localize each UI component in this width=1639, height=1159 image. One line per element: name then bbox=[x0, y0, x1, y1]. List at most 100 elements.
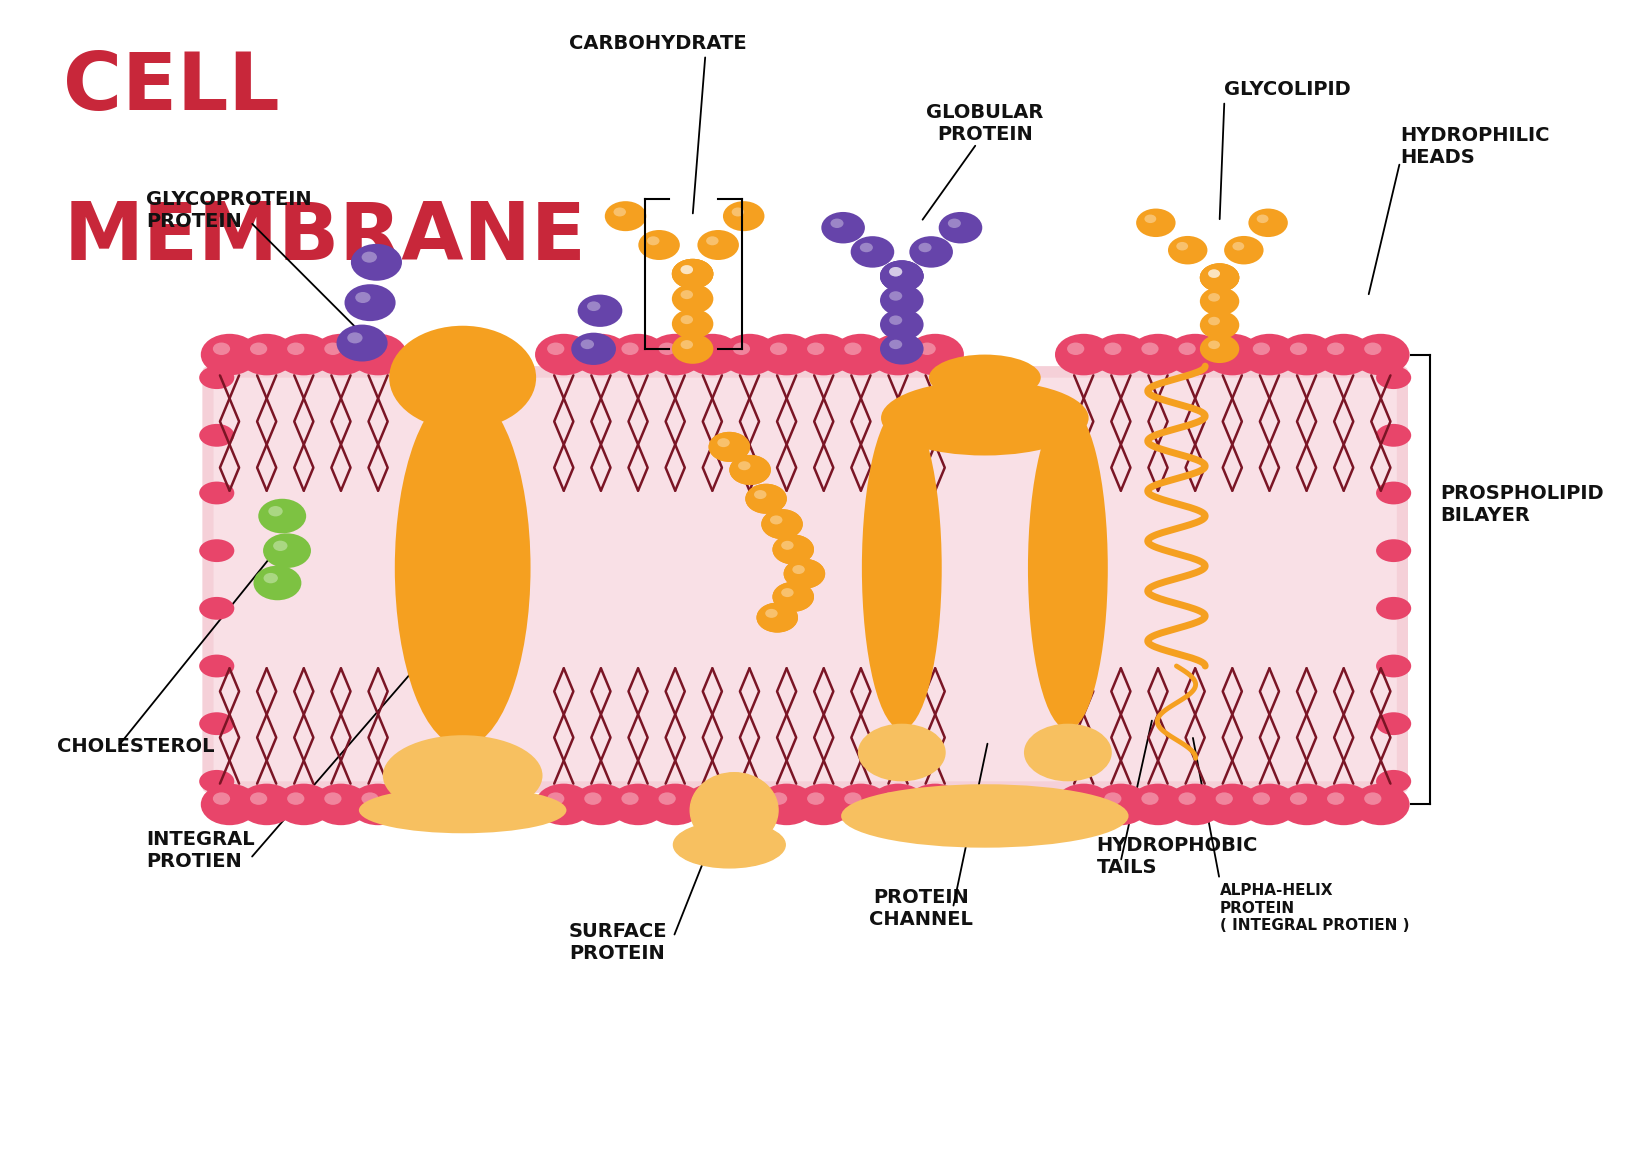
Circle shape bbox=[733, 793, 751, 804]
Circle shape bbox=[1067, 793, 1085, 804]
Circle shape bbox=[259, 498, 306, 533]
Circle shape bbox=[580, 340, 593, 349]
Ellipse shape bbox=[929, 355, 1041, 401]
Circle shape bbox=[1241, 783, 1298, 825]
Circle shape bbox=[672, 334, 713, 364]
Circle shape bbox=[610, 334, 667, 376]
Ellipse shape bbox=[200, 366, 234, 389]
Circle shape bbox=[659, 793, 675, 804]
Ellipse shape bbox=[200, 713, 234, 735]
Circle shape bbox=[918, 343, 936, 355]
Circle shape bbox=[287, 793, 305, 804]
Circle shape bbox=[1177, 242, 1188, 250]
Ellipse shape bbox=[862, 407, 942, 729]
Ellipse shape bbox=[857, 723, 946, 781]
Circle shape bbox=[672, 308, 713, 338]
Circle shape bbox=[351, 243, 402, 280]
Circle shape bbox=[547, 343, 564, 355]
Circle shape bbox=[806, 793, 824, 804]
Ellipse shape bbox=[200, 539, 234, 562]
Ellipse shape bbox=[200, 482, 234, 504]
Text: CARBOHYDRATE: CARBOHYDRATE bbox=[569, 34, 746, 52]
Circle shape bbox=[1129, 334, 1187, 376]
Circle shape bbox=[754, 490, 767, 500]
Text: PROSPHOLIPID
BILAYER: PROSPHOLIPID BILAYER bbox=[1441, 484, 1603, 525]
Circle shape bbox=[264, 573, 279, 583]
Circle shape bbox=[770, 793, 787, 804]
Circle shape bbox=[269, 506, 282, 517]
Circle shape bbox=[880, 333, 924, 365]
Circle shape bbox=[918, 242, 931, 253]
Circle shape bbox=[1314, 783, 1372, 825]
Circle shape bbox=[708, 432, 751, 461]
Circle shape bbox=[890, 291, 901, 300]
Circle shape bbox=[680, 265, 693, 275]
FancyBboxPatch shape bbox=[202, 366, 1408, 793]
Circle shape bbox=[1178, 793, 1196, 804]
Circle shape bbox=[918, 793, 936, 804]
Ellipse shape bbox=[1377, 770, 1411, 793]
Circle shape bbox=[880, 261, 924, 292]
Circle shape bbox=[1352, 334, 1410, 376]
Circle shape bbox=[765, 608, 777, 618]
Circle shape bbox=[906, 783, 964, 825]
Circle shape bbox=[1364, 343, 1382, 355]
Ellipse shape bbox=[1377, 655, 1411, 677]
Circle shape bbox=[1278, 783, 1336, 825]
Circle shape bbox=[1167, 334, 1224, 376]
Circle shape bbox=[213, 343, 229, 355]
Circle shape bbox=[251, 793, 267, 804]
Circle shape bbox=[831, 219, 844, 228]
Circle shape bbox=[680, 315, 693, 325]
Circle shape bbox=[731, 207, 744, 217]
Circle shape bbox=[238, 783, 295, 825]
Circle shape bbox=[672, 258, 713, 289]
Circle shape bbox=[729, 455, 770, 484]
Circle shape bbox=[583, 793, 602, 804]
Circle shape bbox=[1203, 783, 1260, 825]
Ellipse shape bbox=[200, 655, 234, 677]
Circle shape bbox=[577, 294, 623, 327]
Circle shape bbox=[572, 783, 629, 825]
Circle shape bbox=[1141, 793, 1159, 804]
Circle shape bbox=[1200, 287, 1239, 315]
Circle shape bbox=[1216, 343, 1233, 355]
Circle shape bbox=[1216, 793, 1233, 804]
Circle shape bbox=[1208, 269, 1219, 278]
Circle shape bbox=[760, 509, 803, 539]
Text: GLYCOLIPID: GLYCOLIPID bbox=[1224, 80, 1351, 99]
Ellipse shape bbox=[882, 380, 1088, 455]
Ellipse shape bbox=[359, 787, 567, 833]
Circle shape bbox=[362, 793, 379, 804]
Circle shape bbox=[757, 603, 798, 633]
Circle shape bbox=[1136, 209, 1175, 238]
Ellipse shape bbox=[1024, 723, 1111, 781]
Circle shape bbox=[610, 783, 667, 825]
Circle shape bbox=[746, 483, 787, 513]
Circle shape bbox=[680, 265, 693, 275]
Circle shape bbox=[1224, 236, 1264, 264]
Circle shape bbox=[583, 343, 602, 355]
Circle shape bbox=[890, 267, 901, 277]
Text: PROTEIN
CHANNEL: PROTEIN CHANNEL bbox=[869, 888, 974, 928]
Circle shape bbox=[356, 292, 370, 302]
Circle shape bbox=[1257, 214, 1269, 223]
Circle shape bbox=[1092, 334, 1149, 376]
Circle shape bbox=[311, 334, 370, 376]
Circle shape bbox=[695, 793, 713, 804]
Circle shape bbox=[795, 334, 852, 376]
Ellipse shape bbox=[200, 424, 234, 446]
Circle shape bbox=[683, 334, 741, 376]
Circle shape bbox=[782, 541, 793, 549]
Circle shape bbox=[344, 284, 395, 321]
Circle shape bbox=[795, 783, 852, 825]
Text: CELL: CELL bbox=[64, 49, 280, 127]
Circle shape bbox=[833, 334, 890, 376]
Circle shape bbox=[1129, 783, 1187, 825]
Circle shape bbox=[1328, 343, 1344, 355]
Text: ALPHA-HELIX
PROTEIN
( INTEGRAL PROTIEN ): ALPHA-HELIX PROTEIN ( INTEGRAL PROTIEN ) bbox=[1219, 883, 1410, 933]
Circle shape bbox=[1252, 793, 1270, 804]
Circle shape bbox=[680, 340, 693, 349]
Circle shape bbox=[238, 334, 295, 376]
Circle shape bbox=[772, 582, 815, 612]
